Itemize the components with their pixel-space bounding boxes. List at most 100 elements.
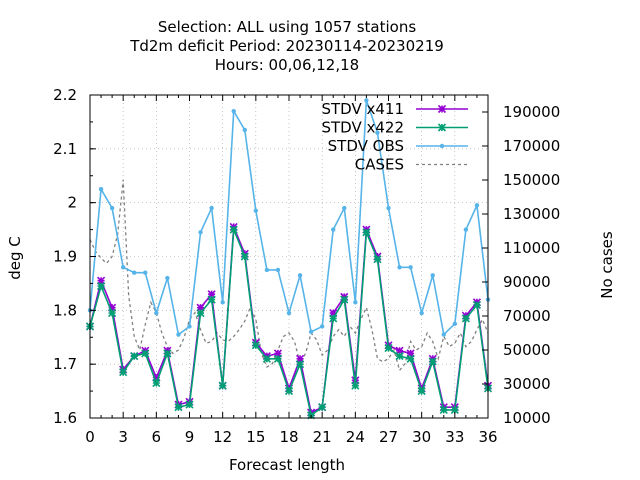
- x-tick-label: 6: [152, 428, 162, 446]
- data-point: [295, 354, 305, 363]
- data-point: [141, 349, 150, 358]
- data-point: [262, 354, 271, 363]
- data-point: [386, 205, 391, 211]
- legend-label: STDV x411: [321, 100, 404, 118]
- cases-layer: [89, 179, 489, 372]
- data-point: [209, 205, 214, 211]
- data-point: [130, 352, 139, 361]
- data-point: [273, 354, 283, 363]
- title-line-2: Td2m deficit Period: 20230114-20230219: [129, 37, 444, 55]
- data-point: [406, 354, 415, 363]
- data-point: [185, 400, 194, 409]
- y-tick-label: 2.1: [53, 140, 77, 158]
- x-tick-label: 12: [213, 428, 232, 446]
- data-point: [362, 228, 371, 237]
- data-point: [273, 349, 283, 358]
- data-point: [417, 387, 426, 396]
- data-point: [231, 108, 236, 114]
- data-point: [295, 360, 305, 369]
- data-point: [108, 308, 117, 318]
- x-tick-label: 0: [85, 428, 95, 446]
- x-tick-label: 9: [185, 428, 195, 446]
- series-stdv-x422: [85, 225, 493, 420]
- data-point: [408, 265, 413, 270]
- data-point: [419, 310, 424, 316]
- legend-marker: [439, 143, 445, 149]
- data-point: [163, 349, 172, 358]
- data-point: [98, 187, 104, 192]
- x-tick-label: 24: [346, 428, 365, 446]
- data-point: [472, 300, 482, 310]
- data-point: [395, 346, 404, 355]
- data-point: [96, 282, 106, 291]
- data-point: [143, 270, 148, 275]
- y2-tick-label: 90000: [503, 273, 551, 291]
- data-point: [430, 273, 435, 278]
- data-point: [329, 308, 338, 318]
- data-point: [120, 265, 126, 270]
- data-point: [229, 225, 238, 234]
- data-point: [154, 310, 159, 316]
- data-point: [109, 205, 115, 211]
- data-point: [96, 276, 106, 285]
- data-point: [253, 208, 259, 213]
- y2-tick-label: 110000: [503, 239, 560, 257]
- y2-tick-label: 150000: [503, 171, 560, 189]
- y-tick-label: 1.6: [53, 409, 77, 427]
- data-point: [176, 332, 181, 337]
- data-point: [196, 308, 205, 318]
- y-tick-label: 2: [67, 194, 77, 212]
- data-point: [319, 324, 325, 329]
- data-point: [329, 314, 338, 323]
- chart-title: Selection: ALL using 1057 stations Td2m …: [129, 18, 444, 74]
- y-tick-label: 1.9: [53, 248, 77, 266]
- data-point: [251, 341, 260, 350]
- y2-tick-label: 50000: [503, 341, 551, 359]
- y2-axis-label: No cases: [598, 231, 616, 299]
- series-stdv-obs: [87, 98, 491, 337]
- x-tick-label: 21: [313, 428, 332, 446]
- series-line: [89, 179, 489, 372]
- data-point: [463, 227, 469, 232]
- data-point: [397, 265, 402, 270]
- data-point: [119, 368, 128, 377]
- data-point: [308, 329, 314, 335]
- x-tick-label: 3: [118, 428, 128, 446]
- data-point: [342, 205, 347, 211]
- data-point: [375, 130, 380, 135]
- y-tick-label: 1.7: [53, 355, 77, 373]
- data-point: [220, 300, 225, 305]
- y2-ticks: 10000 30000 50000 70000 90000 110000 130000 150…: [482, 103, 560, 427]
- data-point: [439, 405, 448, 414]
- data-point: [297, 273, 303, 278]
- legend-label: STDV OBS: [328, 137, 404, 155]
- data-point: [318, 403, 327, 412]
- data-point: [132, 270, 137, 275]
- data-point: [395, 352, 404, 361]
- data-point: [152, 378, 161, 388]
- data-point: [340, 295, 349, 304]
- data-point: [331, 227, 336, 232]
- title-line-3: Hours: 00,06,12,18: [215, 56, 359, 74]
- data-point: [286, 310, 292, 316]
- y2-tick-label: 10000: [503, 409, 551, 427]
- data-point: [152, 373, 161, 382]
- y2-tick-label: 190000: [503, 103, 560, 121]
- data-point: [441, 332, 446, 337]
- data-point: [406, 349, 415, 358]
- x-ticks: 0 3 6 9 12 15 18 21 24 27 30 33 36: [85, 95, 498, 446]
- data-point: [461, 314, 470, 323]
- y2-tick-label: 170000: [503, 137, 560, 155]
- data-point: [218, 381, 227, 390]
- data-point: [165, 275, 170, 281]
- data-point: [242, 127, 247, 133]
- data-point: [284, 387, 294, 396]
- y2-tick-label: 130000: [503, 205, 560, 223]
- data-point: [108, 303, 117, 312]
- data-point: [264, 267, 270, 273]
- series-cases: [89, 179, 489, 372]
- data-point: [187, 324, 192, 329]
- data-point: [240, 252, 249, 261]
- x-tick-label: 27: [379, 428, 398, 446]
- legend-label: STDV x422: [321, 119, 404, 137]
